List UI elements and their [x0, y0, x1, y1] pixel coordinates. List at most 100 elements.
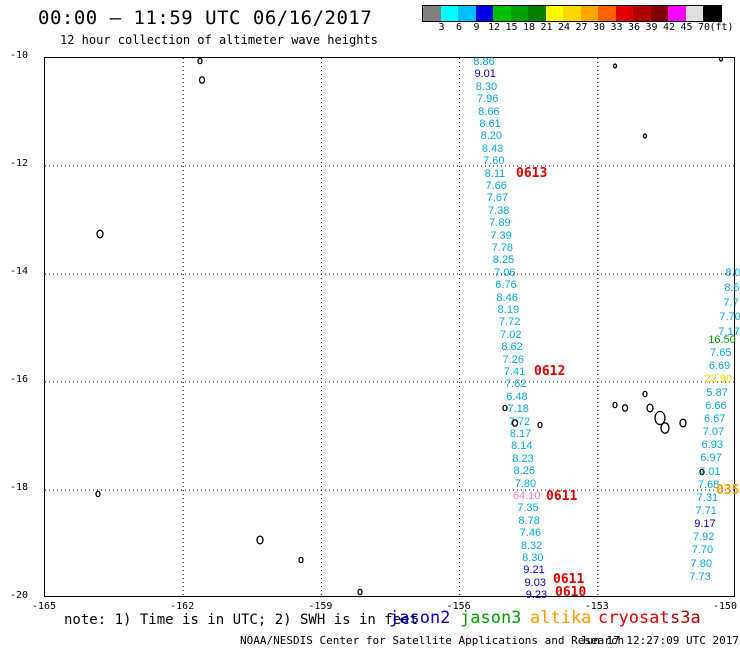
wave-height-value: 7.07 [702, 426, 725, 439]
legend-label: 42 [662, 22, 676, 33]
wave-height-value: 7.18 [507, 403, 529, 416]
wave-height-value: 7.38 [487, 204, 510, 217]
island-outline [357, 588, 363, 596]
wave-height-value: 8.66 [478, 105, 500, 118]
wave-height-value: 6.48 [506, 390, 528, 403]
wave-height-value: 7.62 [505, 378, 527, 391]
wave-height-value: 8.86 [473, 56, 495, 68]
wave-height-value: 8.23 [512, 452, 534, 465]
legend-swatch [528, 6, 546, 21]
x-tick-label: -153 [584, 601, 609, 612]
wave-height-value: 5.87 [706, 386, 728, 399]
legend-swatch [545, 6, 563, 21]
legend-label: 45 [680, 22, 693, 33]
x-tick-label: -162 [170, 601, 195, 612]
note-text: note: 1) Time is in UTC; 2) SWH is in fe… [64, 612, 419, 628]
wave-height-value: 7.46 [519, 527, 542, 540]
island-outline [612, 63, 618, 69]
island-outline [511, 419, 519, 427]
timestamp-text: Jun 17 12:27:09 UTC 2017 [580, 634, 739, 647]
legend-label: 15 [505, 22, 518, 33]
island-outline [642, 133, 648, 139]
map-canvas [45, 58, 734, 596]
wave-height-value: 7.70 [719, 311, 740, 324]
legend-label: 24 [557, 22, 571, 33]
wave-height-value: 16.50 [708, 334, 736, 346]
wave-height-value: 8.78 [518, 514, 540, 527]
pass-date-label: 0611 [553, 572, 585, 587]
wave-height-value: 7.89 [489, 217, 511, 230]
wave-height-value: 22.90 [704, 373, 733, 386]
wave-height-value: 7.80 [690, 557, 712, 570]
wave-height-value: 7.7 [723, 296, 739, 309]
legend-swatch [685, 6, 703, 21]
island-outline [198, 76, 206, 84]
x-tick-label: -165 [31, 601, 57, 612]
wave-height-value: 8.62 [501, 341, 523, 354]
credit-text: NOAA/NESDIS Center for Satellite Applica… [240, 634, 625, 647]
island-outline [642, 390, 648, 398]
legend-swatch [668, 6, 686, 21]
legend-label: 18 [522, 22, 536, 33]
legend-swatch [650, 6, 668, 21]
legend-label: 3 [438, 22, 445, 33]
wave-height-value: 8.0 [725, 267, 740, 279]
wave-height-value: 8.17 [509, 428, 532, 440]
satellite-name: cryosat [598, 608, 670, 628]
legend-label: 21 [540, 22, 553, 33]
legend-label: 27 [575, 22, 588, 33]
wave-height-value: 7.01 [699, 465, 721, 478]
island-outline [621, 404, 629, 412]
island-outline [256, 535, 264, 545]
satellite-name: altika [530, 608, 592, 628]
map-title: 00:00 — 11:59 UTC 06/16/2017 [38, 7, 373, 29]
island-outline [537, 421, 543, 429]
legend-swatch [703, 6, 721, 21]
wave-height-value: 8.25 [492, 254, 515, 267]
legend-swatch [633, 6, 651, 21]
wave-height-value: 7.02 [500, 328, 522, 341]
wave-height-value: 8.19 [497, 304, 520, 316]
wave-height-value: 8.14 [511, 440, 533, 453]
legend-label: 9 [473, 22, 480, 33]
satellite-name: s3a [670, 608, 701, 628]
wave-height-value: 6.69 [708, 360, 731, 373]
wave-height-value: 7.78 [491, 242, 514, 254]
island-outline [679, 418, 687, 428]
wave-height-value: 8.26 [513, 465, 535, 478]
satellite-name: jason3 [460, 608, 522, 628]
wave-height-value: 7.17 [718, 326, 740, 339]
legend-label: 6 [455, 22, 463, 33]
wave-height-value: 7.39 [490, 229, 512, 242]
pass-date-label: 0613 [516, 166, 548, 181]
wave-height-value: 9.03 [524, 576, 546, 589]
legend-swatch [615, 6, 633, 21]
pass-date-label: 0610 [555, 585, 587, 600]
legend-label: 30 [592, 22, 606, 33]
wave-height-value: 9.23 [525, 589, 548, 602]
pass-date-label: 0611 [546, 489, 578, 504]
wave-height-value: 9.17 [694, 518, 716, 531]
wave-height-value: 64.10 [512, 490, 541, 502]
wave-height-value: 7.96 [476, 93, 499, 106]
wave-height-value: 6.76 [495, 279, 517, 292]
legend-swatch [563, 6, 581, 21]
x-tick-label: -150 [712, 601, 738, 612]
wave-height-value: 8.61 [479, 118, 501, 130]
legend-swatch [493, 6, 511, 21]
wave-height-value: 7.67 [486, 192, 509, 205]
wave-height-value: 7.65 [710, 347, 732, 360]
wave-height-value: 6.93 [701, 439, 723, 452]
wave-height-value: 6.66 [705, 399, 727, 412]
island-outline [654, 410, 666, 426]
y-tick-label: -12 [9, 158, 28, 169]
wave-height-value: 8.46 [496, 291, 518, 304]
wave-height-value: 8.30 [475, 80, 498, 93]
pass-date-label: 035 [716, 483, 740, 498]
wave-height-value: 7.41 [503, 366, 526, 378]
island-outline [646, 403, 654, 413]
island-outline [96, 229, 104, 239]
legend-label: 36 [627, 22, 641, 33]
wave-height-value: 7.71 [695, 504, 717, 517]
wave-height-value: 7.26 [502, 353, 524, 366]
